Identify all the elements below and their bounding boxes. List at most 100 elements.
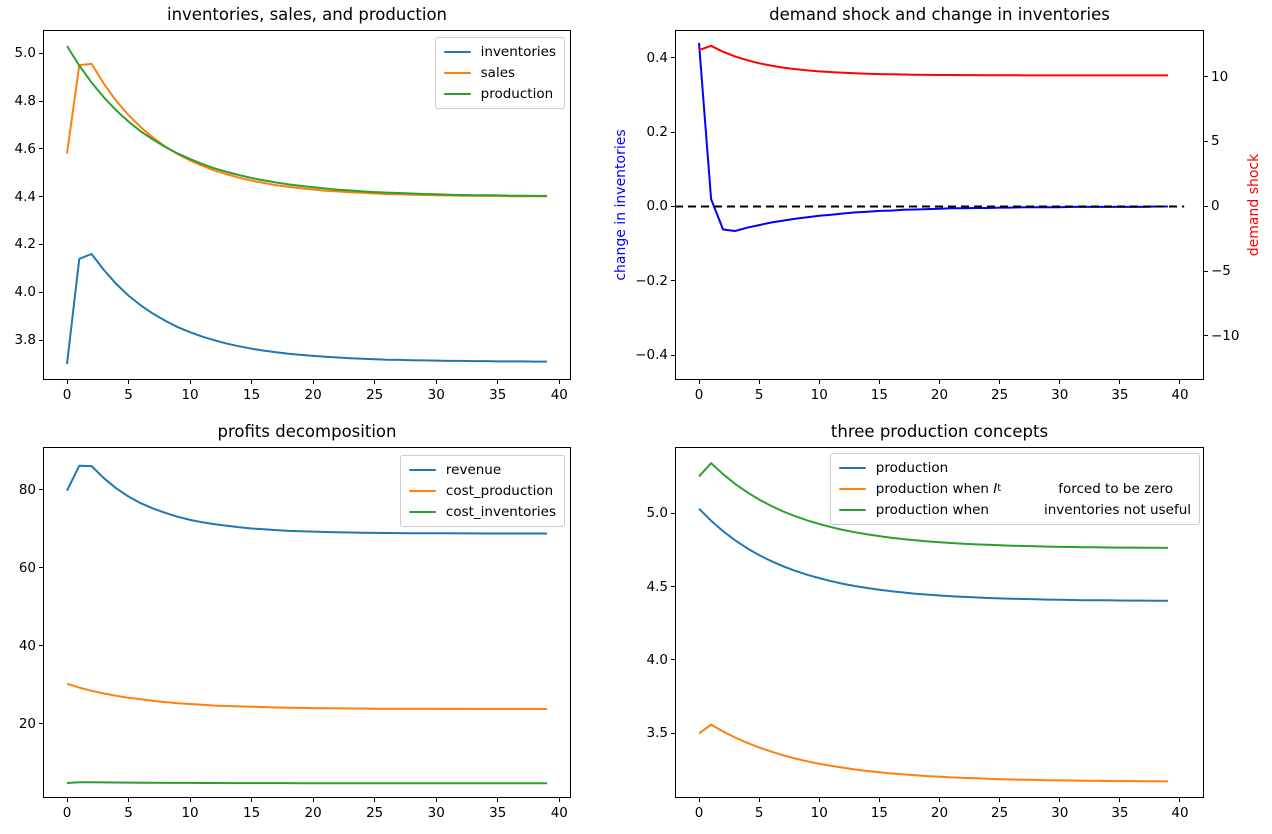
y-tick-label: 20 — [18, 715, 36, 732]
x-tick — [1059, 798, 1061, 802]
legend-label-text: revenue — [445, 462, 502, 478]
legend-profits-decomposition: revenue cost_production cost_inventories — [399, 455, 565, 527]
x-tick-label: 5 — [124, 805, 133, 821]
y-tick-label: 60 — [18, 559, 36, 576]
x-tick-label: 10 — [181, 805, 199, 821]
y-tick-right — [1204, 140, 1208, 142]
subplot-title-three-production-concepts: three production concepts — [830, 422, 1049, 441]
x-tick-label: 15 — [243, 805, 261, 821]
x-tick-label: 30 — [427, 387, 445, 403]
x-tick-label: 30 — [1051, 805, 1069, 821]
x-tick — [939, 380, 940, 384]
x-tick — [189, 798, 191, 802]
series-line-change-in-inventories — [698, 42, 1168, 232]
y-tick-label-right: 5 — [1211, 133, 1220, 150]
plot-area-inventories-sales-production — [66, 45, 548, 365]
y-tick-label: 4.8 — [14, 93, 36, 109]
x-tick — [1179, 798, 1181, 802]
x-tick — [758, 798, 760, 802]
x-tick — [128, 798, 130, 802]
x-tick-label: 15 — [870, 387, 888, 403]
y-tick — [671, 659, 675, 661]
x-tick-label: 20 — [304, 805, 322, 821]
x-tick — [999, 380, 1001, 384]
x-tick — [878, 380, 880, 384]
y-tick — [39, 567, 43, 569]
x-tick — [698, 798, 700, 802]
legend-label-text: production — [480, 86, 554, 102]
legend-entry: revenue — [408, 461, 556, 479]
y-tick — [39, 196, 43, 198]
x-tick-label: 20 — [304, 387, 322, 403]
legend-text-gap — [989, 510, 1044, 511]
x-tick — [189, 380, 191, 384]
x-tick-label: 30 — [427, 805, 445, 821]
legend-line-swatch — [408, 511, 436, 513]
y-tick — [39, 339, 43, 341]
legend-line-swatch — [838, 488, 866, 490]
legend-line-swatch — [838, 509, 866, 511]
y-tick-right — [1204, 76, 1208, 78]
x-tick-label: 40 — [550, 387, 568, 403]
legend-line-swatch — [408, 469, 436, 471]
y-tick-right — [1204, 335, 1208, 337]
y-tick-label-right: −10 — [1211, 327, 1240, 344]
x-tick — [818, 798, 820, 802]
y-tick-right — [1204, 205, 1208, 207]
y-tick — [671, 732, 675, 734]
x-tick-label: 40 — [550, 805, 568, 821]
y-tick-label: 3.5 — [646, 725, 668, 742]
x-tick — [128, 380, 130, 384]
x-tick-label: 25 — [991, 387, 1009, 403]
x-tick-label: 5 — [124, 387, 133, 403]
subplot-title-profits-decomposition: profits decomposition — [217, 422, 397, 441]
y-tick-label-right: 10 — [1211, 68, 1229, 85]
legend-inventories-sales-production: inventories sales production — [434, 37, 565, 109]
legend-label-text: inventories — [480, 44, 556, 60]
series-line-demand-shock — [698, 44, 1168, 77]
y-tick-label: 4.5 — [646, 578, 668, 595]
x-tick — [878, 798, 880, 802]
x-tick-label: 15 — [870, 805, 888, 821]
y-tick — [39, 100, 43, 102]
x-tick-label: 0 — [62, 805, 72, 821]
series-line-production-when-inventories-not-useful — [698, 462, 1168, 549]
series-line-inventories — [66, 253, 547, 365]
x-tick-label: 25 — [991, 805, 1009, 821]
legend-label-text: production when — [875, 502, 989, 518]
x-tick-label: 35 — [1111, 805, 1129, 821]
y-tick — [671, 205, 675, 207]
x-tick — [1119, 380, 1121, 384]
legend-line-swatch — [838, 467, 866, 469]
y-tick — [671, 280, 675, 282]
y-tick — [39, 243, 43, 245]
y-tick — [39, 291, 43, 293]
y-tick-label-right: −5 — [1211, 263, 1231, 280]
x-tick — [558, 798, 560, 802]
ylabel-demand-shock: demand shock — [1246, 153, 1262, 257]
legend-line-swatch — [408, 490, 436, 492]
x-tick-label: 20 — [930, 805, 949, 821]
axes-demand-shock-change-in-inventories — [675, 30, 1204, 380]
plot-area-profits-decomposition — [66, 464, 547, 785]
x-tick-label: 25 — [366, 805, 384, 821]
x-tick — [435, 380, 437, 384]
x-tick — [758, 380, 760, 384]
y-tick-label: 4.4 — [14, 188, 36, 205]
legend-entry: cost_inventories — [408, 503, 556, 521]
y-tick-label: 80 — [18, 481, 36, 498]
series-line-production — [66, 45, 547, 197]
x-tick-label: 15 — [243, 387, 261, 403]
y-tick-label-right: 0 — [1211, 198, 1220, 215]
legend-label-text: forced to be zero — [1058, 481, 1173, 497]
legend-entry: cost_production — [408, 482, 556, 500]
x-tick — [312, 798, 314, 802]
x-tick-label: 10 — [181, 387, 199, 403]
series-line-cost-inventories — [66, 781, 547, 785]
legend-entry: production when inventories not useful — [838, 501, 1191, 519]
legend-line-swatch — [443, 93, 471, 95]
y-tick-label: 4.6 — [14, 140, 36, 157]
x-tick — [374, 798, 376, 802]
legend-label-text: production when — [875, 481, 994, 497]
y-tick-label: 4.0 — [14, 284, 36, 301]
